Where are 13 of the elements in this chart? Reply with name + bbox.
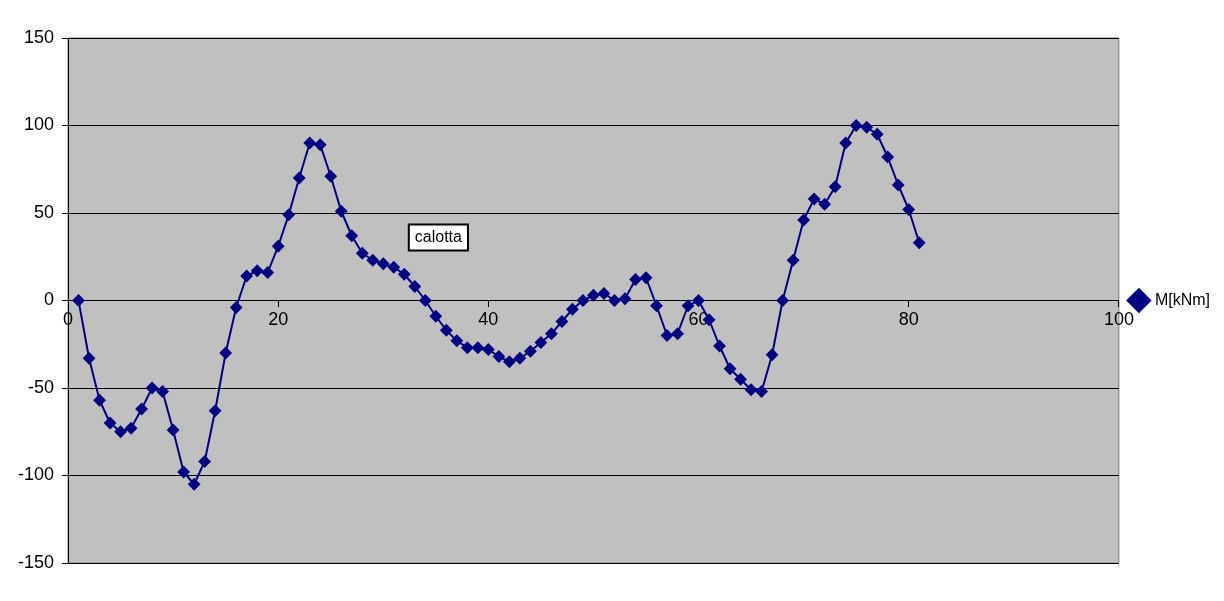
x-tick-label: 100 [1103, 309, 1134, 330]
x-tick-label: 40 [478, 309, 499, 330]
y-tick-label: 0 [44, 289, 55, 310]
annotation: calotta [414, 227, 463, 245]
y-tick-label: -150 [18, 551, 55, 572]
y-tick-label: -50 [28, 376, 55, 397]
y-tick-label: 100 [23, 114, 55, 135]
y-tick-label: 50 [34, 201, 55, 222]
y-tick-label: 150 [23, 26, 55, 47]
x-tick-label: 20 [268, 309, 289, 330]
y-tick-label: -100 [18, 464, 55, 485]
legend-label: M[kNm] [1154, 290, 1211, 308]
x-tick-label: 80 [898, 309, 919, 330]
